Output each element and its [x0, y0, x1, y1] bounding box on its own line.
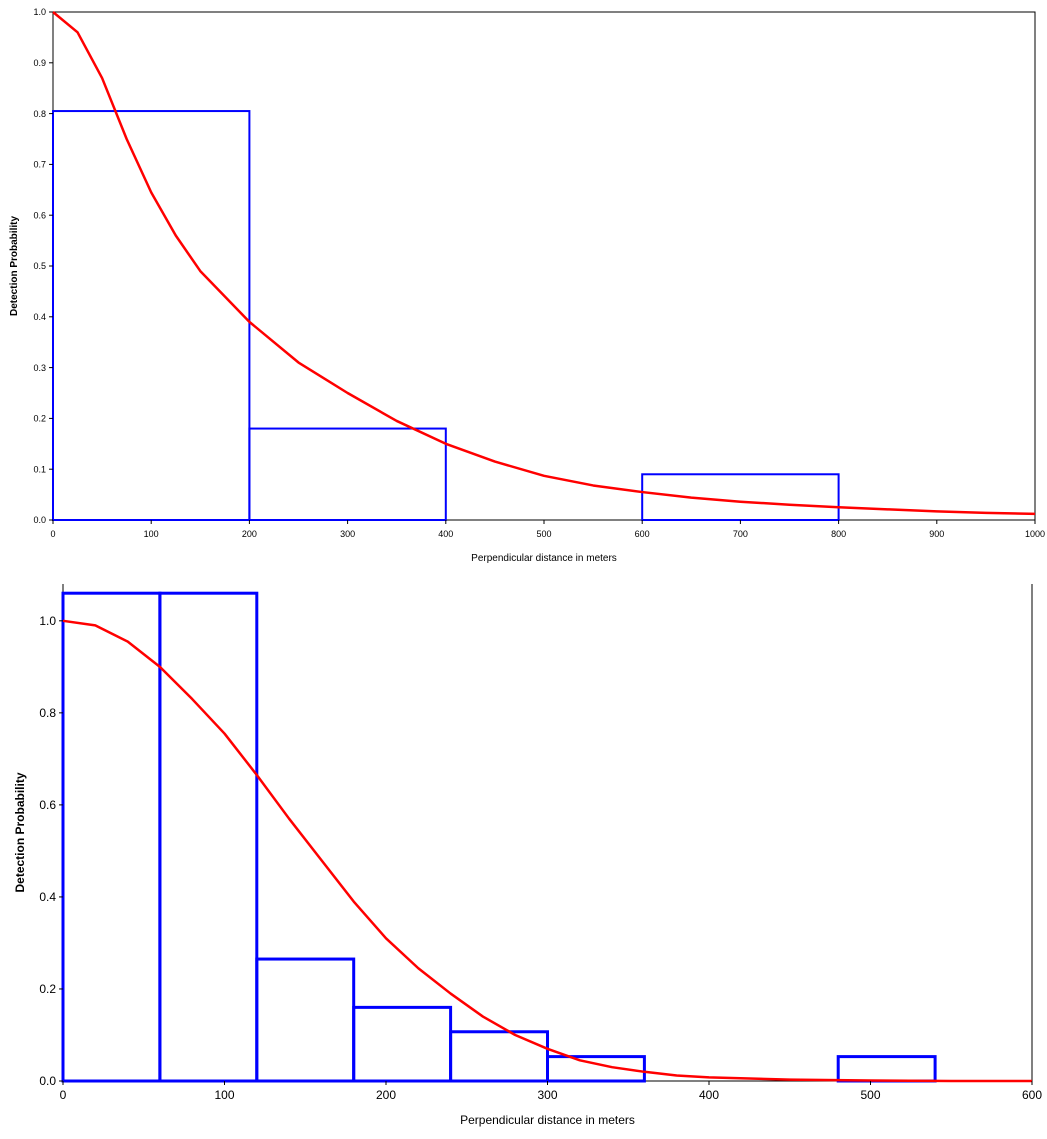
y-tick-label: 0.7	[33, 160, 46, 170]
x-tick-label: 500	[536, 529, 551, 539]
y-tick-label: 0.6	[39, 798, 56, 812]
x-tick-label: 800	[831, 529, 846, 539]
x-tick-label: 400	[438, 529, 453, 539]
y-tick-label: 0.4	[39, 890, 56, 904]
x-tick-label: 100	[214, 1088, 234, 1102]
x-tick-label: 200	[376, 1088, 396, 1102]
y-tick-label: 0.3	[33, 363, 46, 373]
x-tick-label: 200	[242, 529, 257, 539]
histogram-bar	[836, 1055, 937, 1083]
y-tick-label: 1.0	[33, 7, 46, 17]
y-tick-label: 0.4	[33, 312, 46, 322]
y-tick-label: 0.5	[33, 261, 46, 271]
x-tick-label: 300	[340, 529, 355, 539]
histogram-bar	[255, 957, 356, 1083]
y-axis-title: Detection Probability	[13, 772, 27, 892]
histogram-bar	[352, 1005, 453, 1083]
fitted-detection-curve	[62, 619, 1032, 1083]
y-tick-label: 0.6	[33, 210, 46, 220]
y-tick-label: 1.0	[39, 614, 56, 628]
y-tick-label: 0.1	[33, 464, 46, 474]
x-tick-label: 600	[1022, 1088, 1042, 1102]
fitted-detection-curve	[52, 11, 1036, 516]
histogram-bar	[52, 110, 251, 521]
y-tick-label: 0.2	[33, 414, 46, 424]
y-tick-label: 0.8	[39, 706, 56, 720]
x-tick-label: 100	[144, 529, 159, 539]
x-tick-label: 0	[60, 1088, 67, 1102]
histogram-bar	[61, 591, 162, 1083]
x-tick-label: 300	[537, 1088, 557, 1102]
y-tick-label: 0.9	[33, 58, 46, 68]
plot-frame	[52, 11, 1036, 521]
x-tick-label: 0	[50, 529, 55, 539]
histogram-bar	[248, 427, 447, 521]
x-tick-label: 700	[733, 529, 748, 539]
y-tick-label: 0.2	[39, 982, 56, 996]
x-tick-label: 400	[699, 1088, 719, 1102]
x-axis-title: Perpendicular distance in meters	[471, 553, 617, 564]
x-tick-label: 500	[860, 1088, 880, 1102]
x-tick-label: 600	[635, 529, 650, 539]
y-axis-title: Detection Probability	[9, 216, 20, 316]
x-axis-title: Perpendicular distance in meters	[460, 1113, 635, 1127]
histogram-bar	[449, 1030, 550, 1083]
histogram-bar	[158, 591, 259, 1083]
detection-chart-2: 0 100 200 300 400 500 600 0.0 0.2 0.4 0.6 0.8 1.0 Per…	[13, 584, 1042, 1127]
y-tick-label: 0.0	[33, 515, 46, 525]
detection-chart-1: 0 100 200 300 400 500 600 700 800 900 1000 0.0 0.1 0.…	[9, 7, 1045, 564]
y-tick-label: 0.8	[33, 109, 46, 119]
histogram-bar	[641, 473, 840, 521]
histogram-bar	[546, 1055, 646, 1083]
x-tick-label: 1000	[1025, 529, 1045, 539]
y-tick-label: 0.0	[39, 1074, 56, 1088]
x-tick-label: 900	[929, 529, 944, 539]
